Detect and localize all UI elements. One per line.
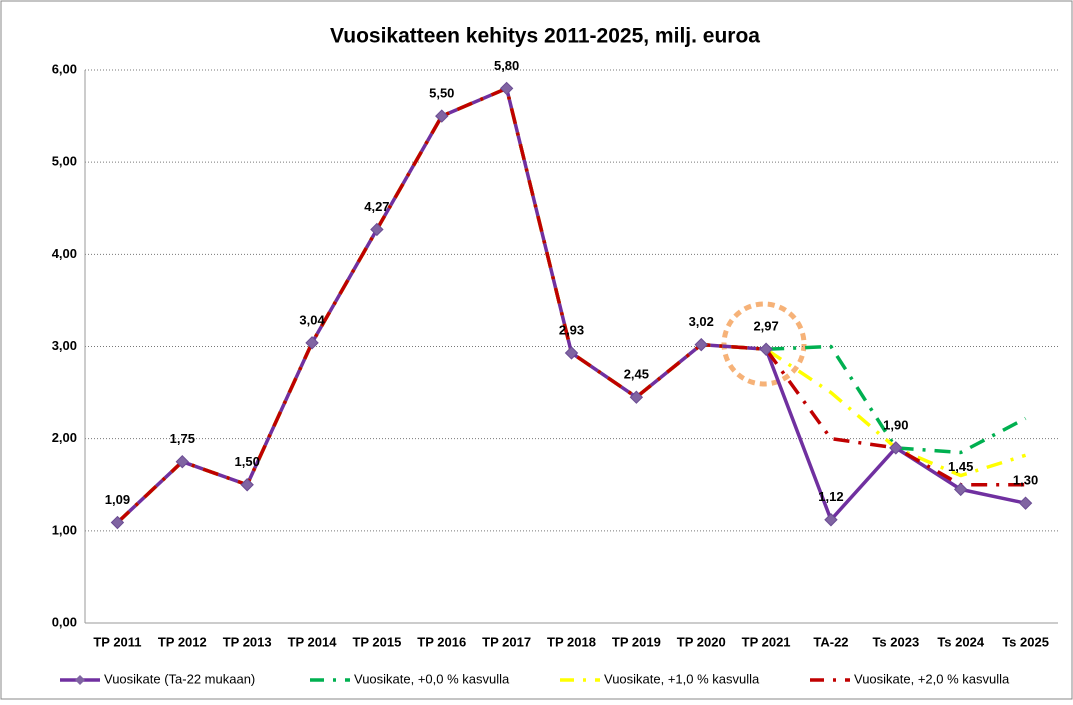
series-line bbox=[116, 86, 1026, 524]
marker bbox=[564, 346, 579, 360]
marker bbox=[240, 478, 254, 492]
y-tick-label: 4,00 bbox=[52, 246, 77, 261]
x-tick-label: TP 2018 bbox=[547, 634, 596, 649]
x-tick-label: Ts 2023 bbox=[872, 634, 919, 649]
data-label: 3,04 bbox=[299, 312, 325, 327]
legend-label: Vuosikate, +1,0 % kasvulla bbox=[604, 671, 760, 686]
x-tick-label: TP 2013 bbox=[223, 634, 272, 649]
marker bbox=[370, 222, 384, 237]
marker bbox=[175, 455, 190, 469]
x-tick-label: TP 2012 bbox=[158, 634, 207, 649]
marker bbox=[824, 513, 838, 527]
y-tick-label: 2,00 bbox=[52, 430, 77, 445]
data-label: 1,12 bbox=[818, 489, 843, 504]
legend-label: Vuosikate, +2,0 % kasvulla bbox=[854, 671, 1010, 686]
data-label: 1,75 bbox=[170, 431, 195, 446]
x-tick-label: TP 2021 bbox=[742, 634, 791, 649]
marker bbox=[889, 441, 903, 455]
marker bbox=[629, 390, 644, 404]
marker bbox=[435, 109, 449, 123]
x-tick-label: TP 2020 bbox=[677, 634, 726, 649]
marker bbox=[759, 342, 773, 356]
data-label: 5,80 bbox=[494, 58, 519, 73]
data-label: 4,27 bbox=[364, 199, 389, 214]
y-tick-label: 6,00 bbox=[52, 61, 77, 76]
data-label: 2,45 bbox=[624, 367, 649, 382]
legend-label: Vuosikate, +0,0 % kasvulla bbox=[354, 671, 510, 686]
y-tick-label: 0,00 bbox=[52, 614, 77, 629]
y-tick-label: 5,00 bbox=[52, 154, 77, 169]
data-label: 2,97 bbox=[753, 319, 778, 334]
data-label: 1,09 bbox=[105, 492, 130, 507]
x-tick-label: TP 2017 bbox=[482, 634, 531, 649]
data-label: 3,02 bbox=[689, 314, 714, 329]
x-tick-label: TP 2014 bbox=[288, 634, 338, 649]
data-label: 2,93 bbox=[559, 322, 584, 337]
x-tick-label: TA-22 bbox=[813, 634, 848, 649]
legend-marker bbox=[75, 675, 85, 685]
data-label: 1,50 bbox=[235, 454, 260, 469]
marker bbox=[1018, 496, 1033, 510]
data-label: 5,50 bbox=[429, 86, 454, 101]
marker bbox=[110, 515, 125, 530]
marker bbox=[499, 81, 514, 96]
y-tick-label: 1,00 bbox=[52, 522, 77, 537]
data-label: 1,30 bbox=[1013, 473, 1038, 488]
marker bbox=[953, 482, 968, 497]
marker bbox=[305, 336, 319, 350]
x-tick-label: TP 2011 bbox=[93, 634, 141, 649]
data-label: 1,45 bbox=[948, 459, 973, 474]
x-tick-label: Ts 2024 bbox=[937, 634, 985, 649]
x-tick-label: TP 2016 bbox=[417, 634, 466, 649]
x-tick-label: Ts 2025 bbox=[1002, 634, 1049, 649]
y-tick-label: 3,00 bbox=[52, 338, 77, 353]
highlight-circle bbox=[721, 301, 807, 387]
x-tick-label: TP 2015 bbox=[352, 634, 401, 649]
x-tick-label: TP 2019 bbox=[612, 634, 661, 649]
chart-title: Vuosikatteen kehitys 2011-2025, milj. eu… bbox=[330, 25, 760, 48]
marker bbox=[694, 337, 708, 352]
data-label: 1,90 bbox=[883, 417, 908, 432]
legend-label: Vuosikate (Ta-22 mukaan) bbox=[104, 671, 255, 686]
